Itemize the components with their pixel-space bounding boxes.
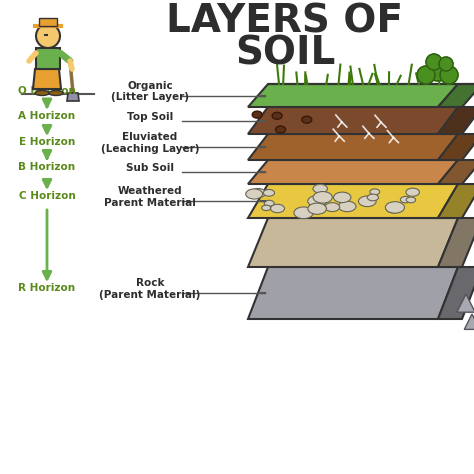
Ellipse shape bbox=[338, 201, 356, 212]
Ellipse shape bbox=[35, 91, 49, 95]
Ellipse shape bbox=[367, 194, 378, 201]
Polygon shape bbox=[248, 84, 458, 107]
Text: B Horizon: B Horizon bbox=[18, 162, 75, 172]
Text: E Horizon: E Horizon bbox=[19, 137, 75, 147]
Ellipse shape bbox=[308, 196, 327, 207]
Ellipse shape bbox=[401, 196, 411, 203]
Circle shape bbox=[427, 59, 449, 81]
Polygon shape bbox=[248, 184, 458, 218]
Polygon shape bbox=[248, 218, 458, 267]
Text: Top Soil: Top Soil bbox=[127, 111, 173, 121]
Ellipse shape bbox=[385, 201, 404, 213]
Polygon shape bbox=[438, 184, 474, 218]
Ellipse shape bbox=[262, 205, 271, 210]
Polygon shape bbox=[438, 218, 474, 267]
Polygon shape bbox=[438, 84, 474, 107]
Ellipse shape bbox=[264, 201, 274, 206]
Circle shape bbox=[439, 57, 453, 71]
Circle shape bbox=[417, 66, 435, 84]
Ellipse shape bbox=[406, 197, 416, 203]
Text: Eluviated
(Leaching Layer): Eluviated (Leaching Layer) bbox=[101, 132, 199, 154]
Polygon shape bbox=[248, 267, 458, 319]
Polygon shape bbox=[438, 134, 474, 160]
Ellipse shape bbox=[406, 188, 419, 196]
Ellipse shape bbox=[263, 190, 274, 196]
Ellipse shape bbox=[313, 184, 328, 193]
Ellipse shape bbox=[386, 203, 401, 213]
Text: Organic
(Litter Layer): Organic (Litter Layer) bbox=[111, 81, 189, 102]
Polygon shape bbox=[248, 160, 458, 184]
Ellipse shape bbox=[358, 196, 376, 207]
Text: Rock
(Parent Material): Rock (Parent Material) bbox=[100, 278, 201, 300]
Ellipse shape bbox=[302, 116, 312, 123]
Polygon shape bbox=[67, 93, 79, 101]
Ellipse shape bbox=[334, 192, 351, 202]
Ellipse shape bbox=[275, 126, 285, 133]
Polygon shape bbox=[248, 134, 458, 160]
Ellipse shape bbox=[325, 203, 340, 211]
Ellipse shape bbox=[246, 189, 263, 199]
Ellipse shape bbox=[251, 189, 266, 198]
Text: SOIL: SOIL bbox=[235, 34, 335, 72]
Polygon shape bbox=[465, 314, 474, 329]
Text: R Horizon: R Horizon bbox=[18, 283, 75, 293]
Ellipse shape bbox=[313, 191, 332, 203]
Text: A Horizon: A Horizon bbox=[18, 110, 75, 120]
Text: Sub Soil: Sub Soil bbox=[126, 163, 174, 173]
Polygon shape bbox=[438, 267, 474, 319]
Text: C Horizon: C Horizon bbox=[18, 191, 75, 201]
Text: LAYERS OF: LAYERS OF bbox=[166, 2, 403, 40]
Polygon shape bbox=[33, 69, 61, 89]
Polygon shape bbox=[248, 107, 458, 134]
Ellipse shape bbox=[271, 204, 284, 213]
Circle shape bbox=[426, 54, 442, 70]
Ellipse shape bbox=[308, 203, 327, 214]
Ellipse shape bbox=[272, 112, 282, 119]
Polygon shape bbox=[36, 48, 60, 69]
Bar bbox=[39, 18, 57, 26]
Polygon shape bbox=[438, 160, 474, 184]
Ellipse shape bbox=[294, 207, 313, 219]
Polygon shape bbox=[438, 107, 474, 134]
Text: Weathered
Parent Material: Weathered Parent Material bbox=[104, 186, 196, 208]
Ellipse shape bbox=[370, 189, 380, 195]
Circle shape bbox=[36, 24, 60, 48]
Circle shape bbox=[440, 66, 458, 84]
Ellipse shape bbox=[49, 91, 63, 95]
Polygon shape bbox=[457, 294, 474, 312]
Text: O Horizon: O Horizon bbox=[18, 85, 76, 95]
Ellipse shape bbox=[252, 111, 262, 118]
